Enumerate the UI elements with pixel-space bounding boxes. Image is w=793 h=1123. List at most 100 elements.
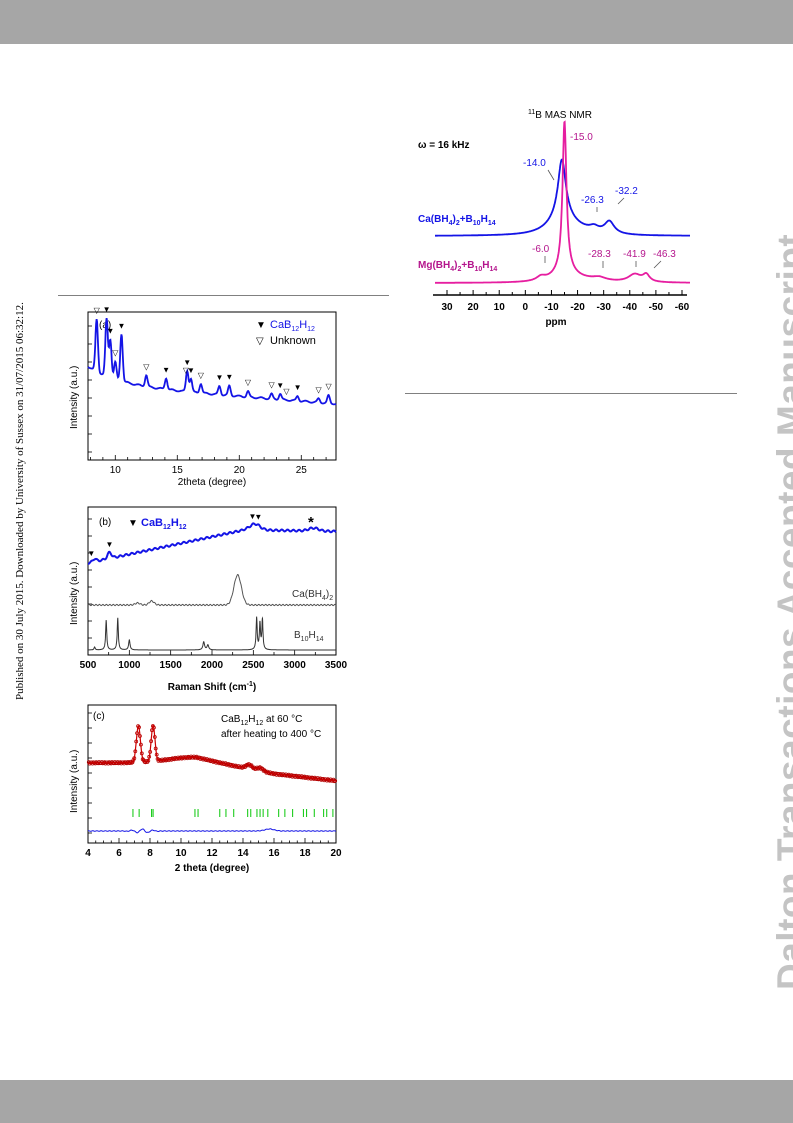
x-tick-label: 500 bbox=[80, 660, 97, 671]
x-tick-label: 8 bbox=[147, 848, 153, 859]
panel-a-xlabel: 2theta (degree) bbox=[178, 477, 246, 488]
curve-label-b10h14: B10H14 bbox=[294, 630, 324, 643]
panel-c-xlabel: 2 theta (degree) bbox=[175, 863, 249, 874]
panel-a-legend: ▼ CaB12H12 ▽ Unknown bbox=[256, 319, 316, 347]
panel-a-ylabel: Intensity (a.u.) bbox=[69, 366, 80, 429]
raman-curve-b10h14 bbox=[88, 616, 336, 651]
mg-peak-label-28: -28.3 bbox=[588, 249, 611, 260]
nmr-title: 11B MAS NMR bbox=[528, 109, 592, 121]
x-tick-label: 3000 bbox=[284, 660, 307, 671]
panel-b-ticks bbox=[87, 518, 337, 655]
panel-c-label: (c) bbox=[93, 711, 105, 722]
curve-label-cabh4: Ca(BH4)2 bbox=[292, 589, 333, 602]
panel-b-label: (b) bbox=[99, 517, 111, 528]
open-triangle-marker: ▽ bbox=[268, 380, 275, 389]
filled-triangle-marker: ▼ bbox=[294, 383, 302, 392]
legend-text-unknown: Unknown bbox=[270, 335, 316, 347]
x-tick-label: 2000 bbox=[201, 660, 224, 671]
x-tick-label: 0 bbox=[523, 302, 529, 313]
x-tick-label: 2500 bbox=[242, 660, 265, 671]
nmr-peak-leaders bbox=[544, 169, 662, 269]
x-tick-label: -20 bbox=[570, 302, 585, 313]
figure-top-rule bbox=[58, 295, 389, 296]
raman-curve-cab12h12 bbox=[88, 522, 337, 565]
x-tick-label: 20 bbox=[468, 302, 480, 313]
x-tick-label: 1000 bbox=[118, 660, 141, 671]
panel-b-raman-figure: (b) ▼ CaB12H12 * Intensity (a.u.) Raman … bbox=[69, 506, 348, 693]
nmr-ca-label: Ca(BH4)2+B10H14 bbox=[418, 214, 496, 227]
filled-triangle-marker: ▼ bbox=[187, 366, 195, 375]
open-triangle-marker: ▽ bbox=[143, 362, 150, 371]
open-triangle-marker: ▽ bbox=[94, 306, 101, 315]
legend-marker-cab12h12: ▼ bbox=[256, 320, 266, 331]
x-tick-label: 10 bbox=[110, 465, 122, 476]
x-tick-label: 16 bbox=[268, 848, 280, 859]
x-tick-label: 10 bbox=[175, 848, 187, 859]
filled-triangle-marker: ▼ bbox=[106, 540, 114, 549]
open-triangle-marker: ▽ bbox=[183, 366, 190, 375]
filled-triangle-marker: ▼ bbox=[106, 327, 114, 336]
open-triangle-marker: ▽ bbox=[112, 349, 119, 358]
x-tick-label: -60 bbox=[675, 302, 690, 313]
nmr-figure: 11B MAS NMR ω = 16 kHz 30 20 10 0 -10 -20 -30 -… bbox=[418, 109, 690, 328]
x-tick-label: -50 bbox=[649, 302, 664, 313]
filled-triangle-marker: ▼ bbox=[103, 305, 111, 314]
x-tick-label: 20 bbox=[330, 848, 342, 859]
panel-a-peak-markers: ▼▼▼▼▼▼▼ ▼▼ ▼▽▽▽ ▽▽▽ ▽▽ ▽ ▽ bbox=[94, 305, 333, 396]
x-tick-label: -30 bbox=[596, 302, 611, 313]
panel-a-xrd-curve bbox=[87, 317, 337, 406]
nmr-omega: ω = 16 kHz bbox=[418, 140, 470, 151]
x-tick-label: -40 bbox=[623, 302, 638, 313]
nmr-mg-label: Mg(BH4)2+B10H14 bbox=[418, 260, 497, 273]
raman-curve-cabh4 bbox=[87, 573, 337, 607]
mg-peak-label-41: -41.9 bbox=[623, 249, 646, 260]
panel-c-rietveld-figure: (c) CaB12H12 at 60 °C after heating to 4… bbox=[69, 704, 342, 874]
filled-triangle-marker: ▼ bbox=[225, 372, 233, 381]
panel-b-peak-markers: ▼▼▼▼ bbox=[87, 512, 262, 558]
nmr-xlabel: ppm bbox=[545, 317, 566, 328]
x-tick-label: 15 bbox=[172, 465, 184, 476]
x-tick-label: 4 bbox=[85, 848, 91, 859]
panel-a-xrd-figure: (a) Intensity (a.u.) 2theta (degree) 10 1… bbox=[69, 305, 337, 488]
panel-a-frame bbox=[87, 311, 337, 461]
x-tick-label: 30 bbox=[441, 302, 453, 313]
filled-triangle-marker: ▼ bbox=[276, 381, 284, 390]
x-tick-label: 6 bbox=[116, 848, 122, 859]
nmr-ticks bbox=[446, 290, 683, 295]
publication-note: Published on 30 July 2015. Downloaded by… bbox=[14, 302, 26, 700]
x-tick-label: 10 bbox=[494, 302, 506, 313]
filled-triangle-marker: ▼ bbox=[183, 358, 191, 367]
watermark: Dalton Transactions Accepted Manuscript bbox=[770, 233, 793, 990]
open-triangle-marker: ▽ bbox=[325, 382, 332, 391]
open-triangle-marker: ▽ bbox=[283, 387, 290, 396]
panel-c-ticks bbox=[87, 712, 337, 843]
x-tick-label: 12 bbox=[206, 848, 218, 859]
panel-c-ylabel: Intensity (a.u.) bbox=[69, 750, 80, 813]
legend-text-cab12h12: CaB12H12 bbox=[270, 319, 315, 333]
difference-curve bbox=[87, 828, 337, 834]
x-tick-label: 20 bbox=[234, 465, 246, 476]
filled-triangle-marker: ▼ bbox=[162, 366, 170, 375]
bragg-reflection-ticks bbox=[132, 809, 334, 817]
legend-text-cab12h12: CaB12H12 bbox=[141, 517, 187, 531]
panel-b-xlabel: Raman Shift (cm-1) bbox=[168, 681, 256, 693]
legend-marker-unknown: ▽ bbox=[256, 336, 264, 347]
legend-marker-cab12h12: ▼ bbox=[128, 518, 138, 529]
panel-c-note-line2: after heating to 400 °C bbox=[221, 729, 321, 740]
nmr-mg-spectrum bbox=[435, 120, 690, 284]
filled-triangle-marker: ▼ bbox=[254, 512, 262, 521]
open-triangle-marker: ▽ bbox=[316, 385, 323, 394]
panel-b-ylabel: Intensity (a.u.) bbox=[69, 562, 80, 625]
x-tick-label: 14 bbox=[237, 848, 249, 859]
filled-triangle-marker: ▼ bbox=[215, 373, 223, 382]
mg-peak-label-15a: -15.0 bbox=[570, 132, 593, 143]
panel-c-frame bbox=[87, 704, 337, 844]
x-tick-label: 18 bbox=[299, 848, 311, 859]
ca-peak-label-14: -14.0 bbox=[523, 158, 546, 169]
x-tick-label: -10 bbox=[544, 302, 559, 313]
x-tick-label: 1500 bbox=[160, 660, 183, 671]
nmr-bottom-rule bbox=[405, 393, 737, 394]
mg-peak-label-46: -46.3 bbox=[653, 249, 676, 260]
ca-peak-label-26: -26.3 bbox=[581, 195, 604, 206]
star-marker: * bbox=[308, 514, 314, 531]
